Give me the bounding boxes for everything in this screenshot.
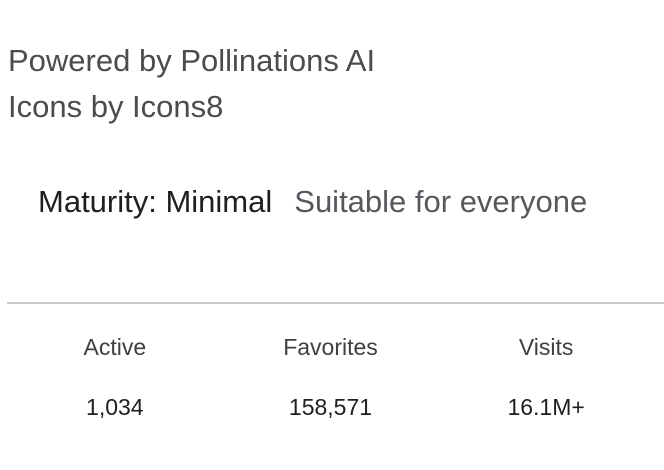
stat-active: Active 1,034 <box>7 330 223 424</box>
stat-favorites: Favorites 158,571 <box>223 330 439 424</box>
maturity-label: Maturity: Minimal <box>38 184 273 219</box>
divider <box>7 302 664 304</box>
stat-value: 16.1M+ <box>507 394 585 420</box>
icons-by-text: Icons by Icons8 <box>8 89 224 124</box>
stats-row: Active 1,034 Favorites 158,571 Visits 16… <box>7 330 654 424</box>
stat-label: Visits <box>518 334 574 360</box>
credits-section: Powered by Pollinations AI Icons by Icon… <box>8 38 648 130</box>
stat-value: 1,034 <box>86 394 144 420</box>
stat-value: 158,571 <box>288 394 373 420</box>
stat-label: Favorites <box>283 334 378 360</box>
maturity-description: Suitable for everyone <box>294 184 588 219</box>
maturity-rating: Maturity: Minimal Suitable for everyone <box>38 180 658 224</box>
stat-label: Active <box>83 334 147 360</box>
stat-visits: Visits 16.1M+ <box>438 330 654 424</box>
powered-by-text: Powered by Pollinations AI <box>8 43 376 78</box>
